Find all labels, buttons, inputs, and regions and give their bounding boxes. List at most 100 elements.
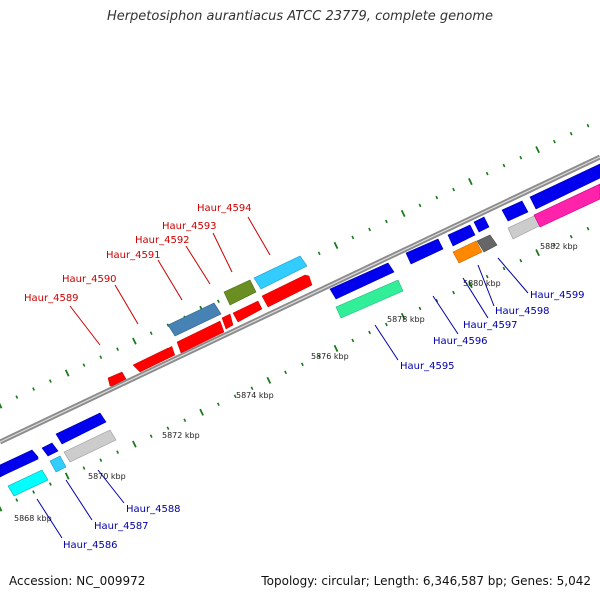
leader-haur-4590 (114, 284, 139, 325)
scale-tick (99, 458, 103, 462)
leader-haur-4595 (374, 324, 399, 361)
map-title: Herpetosiphon aurantiacus ATCC 23779, co… (106, 9, 494, 24)
scale-tick (586, 123, 590, 128)
gene-haur-4597[interactable] (452, 240, 483, 264)
scale-tick (32, 387, 36, 391)
gene-haur-4586[interactable] (0, 449, 49, 497)
leader-haur-4599 (497, 257, 529, 294)
scale-tick (116, 347, 120, 351)
scale-tick (149, 434, 153, 438)
scale-tick (183, 418, 187, 423)
scale-tick (250, 386, 254, 391)
scale-tick (233, 394, 237, 399)
leader-haur-4586 (36, 498, 63, 539)
backbone-inner (0, 156, 600, 443)
scale-tick (317, 251, 321, 256)
scale-tick (368, 227, 372, 232)
scale-tick (99, 355, 103, 359)
scale-tick (586, 226, 590, 231)
gene-haur-4588[interactable] (63, 429, 117, 463)
kbp-label: 5882 kbp (540, 242, 578, 251)
scale-tick (485, 171, 489, 176)
scale-tick (418, 306, 422, 311)
scale-tick (82, 466, 86, 470)
scale-tick (48, 482, 52, 486)
gene-haur-4590[interactable] (132, 346, 176, 373)
scale-tick (535, 249, 540, 257)
leader-haur-4592 (185, 245, 211, 285)
kbp-label: 5874 kbp (236, 391, 274, 400)
gene-haur-4594[interactable] (253, 255, 308, 290)
scale-tick (452, 290, 456, 295)
gene-label-haur-4598[interactable]: Haur_4598 (495, 306, 550, 317)
gene-label-haur-4590[interactable]: Haur_4590 (62, 274, 117, 285)
scale-tick (519, 258, 523, 263)
gene-haur-4595[interactable] (329, 262, 404, 319)
gene-label-haur-4591[interactable]: Haur_4591 (106, 250, 161, 261)
leader-haur-4593 (212, 232, 233, 273)
scale-tick (368, 330, 372, 335)
gene-label-haur-4587[interactable]: Haur_4587 (94, 521, 149, 532)
gene-label-haur-4595[interactable]: Haur_4595 (400, 361, 455, 372)
gene-haur-4587[interactable] (41, 412, 107, 473)
scale-tick (199, 408, 204, 416)
leader-haur-4597 (462, 277, 489, 319)
gene-haur-4591[interactable] (167, 302, 222, 337)
kbp-label: 5870 kbp (88, 472, 126, 481)
gene-haur-4592[interactable] (176, 313, 234, 354)
kbp-label: 5880 kbp (463, 279, 501, 288)
scale-tick (32, 490, 36, 494)
scale-tick (400, 209, 406, 217)
leader-haur-4588 (97, 469, 125, 504)
gene-label-haur-4592[interactable]: Haur_4592 (135, 235, 190, 246)
leader-haur-4589 (69, 305, 101, 346)
gene-label-haur-4597[interactable]: Haur_4597 (463, 320, 518, 331)
scale-tick (0, 402, 3, 409)
kbp-label: 5878 kbp (387, 315, 425, 324)
gene-label-haur-4596[interactable]: Haur_4596 (433, 336, 488, 347)
gene-label-haur-4594[interactable]: Haur_4594 (197, 203, 252, 214)
scale-tick (266, 376, 272, 384)
gene-haur-4599[interactable] (501, 163, 600, 240)
scale-tick (351, 235, 355, 240)
leader-haur-4594 (247, 216, 271, 256)
gene-haur-4596[interactable] (405, 216, 490, 265)
scale-tick (502, 163, 506, 168)
scale-tick (569, 234, 573, 239)
scale-tick (64, 472, 70, 480)
gene-haur-4592b[interactable] (232, 300, 263, 323)
scale-tick (48, 379, 52, 383)
scale-tick (15, 395, 19, 399)
scale-tick (216, 299, 220, 304)
scale-tick (552, 139, 556, 144)
accession-label: Accession: NC_009972 (9, 574, 146, 588)
gene-haur-4594b[interactable] (261, 274, 313, 308)
gene-label-haur-4599[interactable]: Haur_4599 (530, 290, 585, 301)
scale-tick (64, 369, 70, 377)
gene-haur-4593[interactable] (223, 279, 257, 306)
gene-label-haur-4588[interactable]: Haur_4588 (126, 504, 181, 515)
scale-tick (132, 337, 137, 345)
scale-tick (452, 187, 456, 192)
scale-tick (333, 344, 339, 352)
leader-haur-4587 (65, 479, 93, 521)
gene-label-haur-4589[interactable]: Haur_4589 (24, 293, 79, 304)
scale-tick (502, 266, 506, 271)
gene-haur-4598[interactable] (476, 234, 498, 253)
scale-tick (418, 203, 422, 208)
scale-tick (351, 338, 355, 343)
scale-tick (435, 298, 439, 303)
leader-haur-4596 (432, 295, 459, 335)
gene-label-haur-4593[interactable]: Haur_4593 (162, 221, 217, 232)
gene-label-haur-4586[interactable]: Haur_4586 (63, 540, 118, 551)
scale-tick (284, 370, 288, 375)
kbp-label: 5868 kbp (14, 514, 52, 523)
scale-tick (149, 331, 153, 335)
gene-haur-4589[interactable] (107, 371, 127, 387)
leader-haur-4598 (477, 264, 495, 307)
scale-tick (552, 242, 556, 247)
scale-tick (317, 354, 321, 359)
scale-tick (15, 498, 19, 502)
